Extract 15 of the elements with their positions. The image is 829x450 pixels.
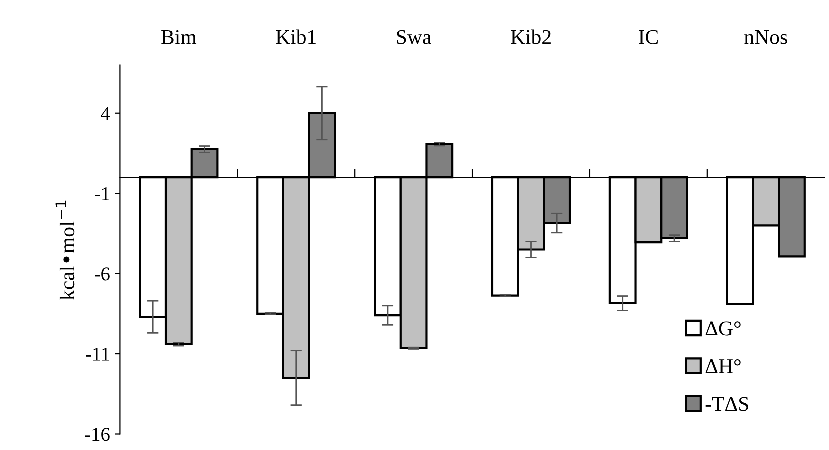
x-tick-label: nNos	[744, 30, 788, 44]
y-tick-label: -16	[85, 428, 110, 442]
y-tick-label: 4	[101, 107, 110, 120]
y-axis-title: kcal•mol$^{−1}$	[56, 200, 75, 300]
legend-label: ΔG°	[706, 322, 741, 336]
x-tick-label: Swa	[397, 30, 432, 44]
x-tick-label: Kib1	[276, 30, 316, 44]
legend-label: ΔH°	[706, 359, 741, 374]
y-tick-label: -6	[95, 268, 110, 281]
x-tick-label: Bim	[162, 30, 197, 44]
x-tick-label: Kib2	[511, 30, 551, 44]
legend-label: -TΔS	[706, 397, 748, 412]
x-tick-label: IC	[639, 30, 658, 44]
y-tick-label: -11	[86, 348, 110, 361]
y-tick-label: -1	[95, 188, 110, 200]
